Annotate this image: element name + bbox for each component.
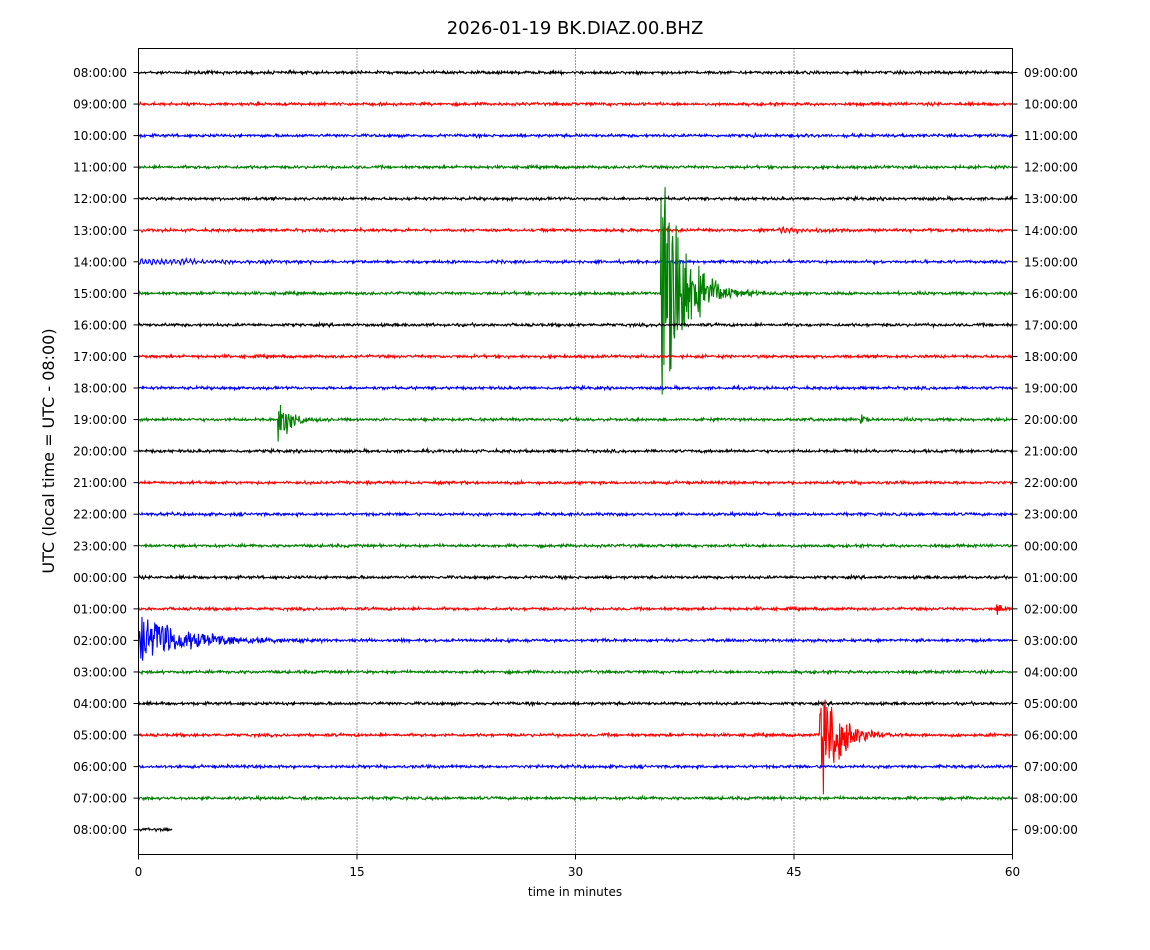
left-tick-label: 10:00:00 (73, 129, 127, 143)
right-tick-label: 22:00:00 (1024, 476, 1078, 490)
right-tick-label: 07:00:00 (1024, 760, 1078, 774)
right-tick-label: 02:00:00 (1024, 602, 1078, 616)
left-tick-label: 23:00:00 (73, 539, 127, 553)
trace-08:00:00 (138, 68, 1013, 77)
x-tick-label: 15 (349, 865, 364, 879)
trace-04:00:00 (138, 699, 1013, 708)
left-tick-label: 08:00:00 (73, 66, 127, 80)
right-tick-label: 05:00:00 (1024, 697, 1078, 711)
trace-14:00:00 (137, 256, 1013, 267)
left-tick-label: 01:00:00 (73, 602, 127, 616)
left-tick-label: 17:00:00 (73, 350, 127, 364)
trace-10:00:00 (137, 131, 1013, 140)
trace-16:00:00 (138, 320, 1013, 329)
left-tick-label: 07:00:00 (73, 792, 127, 806)
right-tick-label: 17:00:00 (1024, 318, 1078, 332)
right-tick-label: 20:00:00 (1024, 413, 1078, 427)
right-tick-label: 23:00:00 (1024, 508, 1078, 522)
trace-17:00:00 (137, 352, 1013, 361)
right-tick-label: 10:00:00 (1024, 98, 1078, 112)
x-axis-ticks: 0 15 30 45 60 (135, 854, 1020, 879)
left-tick-label: 02:00:00 (73, 634, 127, 648)
left-tick-label: 09:00:00 (73, 98, 127, 112)
x-tick-label: 30 (568, 865, 583, 879)
trace-01:00:00 (138, 604, 1014, 615)
trace-22:00:00 (137, 510, 1013, 519)
right-tick-label: 13:00:00 (1024, 192, 1078, 206)
left-tick-label: 12:00:00 (73, 192, 127, 206)
trace-12:00:00 (138, 194, 1014, 203)
trace-23:00:00 (138, 541, 1013, 550)
right-tick-label: 16:00:00 (1024, 287, 1078, 301)
left-tick-label: 03:00:00 (73, 665, 127, 679)
left-axis-ticks: 08:00:00 09:00:00 10:00:00 11:00:00 12:00:00… (73, 66, 139, 837)
left-tick-label: 15:00:00 (73, 287, 127, 301)
trace-11:00:00 (138, 163, 1013, 172)
right-tick-label: 08:00:00 (1024, 792, 1078, 806)
left-tick-label: 08:00:00 (73, 823, 127, 837)
right-tick-label: 18:00:00 (1024, 350, 1078, 364)
right-tick-label: 11:00:00 (1024, 129, 1078, 143)
right-tick-label: 09:00:00 (1024, 823, 1078, 837)
trace-02:00:00 (137, 616, 1013, 661)
right-tick-label: 01:00:00 (1024, 571, 1078, 585)
right-tick-label: 15:00:00 (1024, 255, 1078, 269)
trace-19:00:00 (138, 405, 1014, 442)
left-tick-label: 18:00:00 (73, 382, 127, 396)
x-tick-label: 60 (1005, 865, 1020, 879)
left-tick-label: 04:00:00 (73, 697, 127, 711)
trace-15:00:00 (137, 187, 1014, 395)
right-tick-label: 19:00:00 (1024, 382, 1078, 396)
left-tick-label: 00:00:00 (73, 571, 127, 585)
left-tick-label: 21:00:00 (73, 476, 127, 490)
trace-07:00:00 (137, 794, 1013, 803)
trace-21:00:00 (137, 478, 1013, 487)
seismic-traces (137, 68, 1014, 833)
left-tick-label: 05:00:00 (73, 729, 127, 743)
right-axis-ticks: 09:00:00 10:00:00 11:00:00 12:00:00 13:00:00… (1012, 66, 1078, 837)
trace-13:00:00 (138, 226, 1014, 235)
x-axis-label: time in minutes (528, 885, 622, 899)
y-axis-label: UTC (local time = UTC - 08:00) (39, 328, 58, 573)
trace-03:00:00 (138, 668, 1014, 676)
left-tick-label: 14:00:00 (73, 255, 127, 269)
trace-20:00:00 (138, 447, 1014, 455)
trace-05:00:00 (137, 699, 1013, 795)
trace-00:00:00 (137, 573, 1013, 582)
x-tick-label: 45 (786, 865, 801, 879)
left-tick-label: 13:00:00 (73, 224, 127, 238)
right-tick-label: 21:00:00 (1024, 445, 1078, 459)
right-tick-label: 06:00:00 (1024, 729, 1078, 743)
right-tick-label: 09:00:00 (1024, 66, 1078, 80)
left-tick-label: 11:00:00 (73, 161, 127, 175)
right-tick-label: 14:00:00 (1024, 224, 1078, 238)
left-tick-label: 19:00:00 (73, 413, 127, 427)
trace-08:00:00 (138, 826, 173, 833)
trace-09:00:00 (138, 100, 1013, 108)
left-tick-label: 16:00:00 (73, 318, 127, 332)
right-tick-label: 03:00:00 (1024, 634, 1078, 648)
left-tick-label: 22:00:00 (73, 508, 127, 522)
right-tick-label: 12:00:00 (1024, 161, 1078, 175)
right-tick-label: 00:00:00 (1024, 539, 1078, 553)
x-tick-label: 0 (135, 865, 143, 879)
left-tick-label: 20:00:00 (73, 445, 127, 459)
trace-18:00:00 (138, 383, 1013, 392)
right-tick-label: 04:00:00 (1024, 665, 1078, 679)
left-tick-label: 06:00:00 (73, 760, 127, 774)
chart-title: 2026-01-19 BK.DIAZ.00.BHZ (447, 18, 704, 39)
trace-06:00:00 (138, 762, 1014, 771)
